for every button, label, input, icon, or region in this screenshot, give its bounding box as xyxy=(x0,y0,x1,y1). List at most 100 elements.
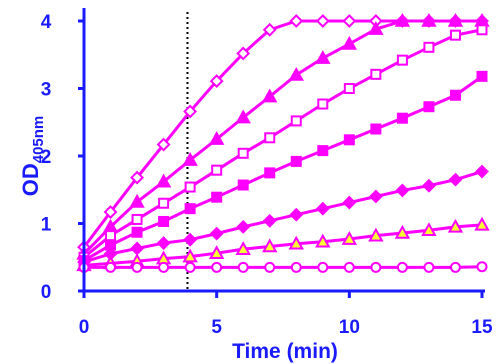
data-point xyxy=(423,101,435,113)
data-point xyxy=(368,189,383,204)
data-point xyxy=(475,164,489,179)
data-point xyxy=(317,145,329,157)
data-point xyxy=(290,155,302,167)
data-point xyxy=(315,201,330,216)
data-point xyxy=(289,14,304,28)
data-point xyxy=(156,137,171,152)
ticks-layer: 0 1 2 3 4 0 5 10 15 xyxy=(41,12,493,338)
data-point xyxy=(447,218,464,233)
data-point xyxy=(103,205,118,219)
data-point xyxy=(264,261,276,273)
data-point xyxy=(158,261,170,273)
data-point xyxy=(342,14,357,28)
data-point xyxy=(262,213,277,228)
data-point xyxy=(288,66,304,81)
y-tick-label: 0 xyxy=(41,282,52,303)
data-point xyxy=(448,172,463,187)
data-point xyxy=(235,241,251,255)
data-point xyxy=(236,46,251,61)
data-point xyxy=(158,215,170,227)
x-tick-label: 0 xyxy=(79,317,90,338)
y-axis-label-main: OD xyxy=(18,163,43,196)
data-point xyxy=(237,179,249,191)
series-line xyxy=(84,265,483,269)
data-point xyxy=(184,261,196,273)
data-point xyxy=(421,12,437,27)
data-point xyxy=(211,261,223,273)
data-point xyxy=(236,219,251,234)
data-point xyxy=(342,195,357,210)
data-point xyxy=(155,173,172,188)
series-4 xyxy=(78,70,488,267)
data-point xyxy=(341,35,358,50)
data-point xyxy=(262,88,278,103)
x-axis-label: Time (min) xyxy=(232,340,338,363)
data-point xyxy=(370,68,382,80)
data-point xyxy=(394,224,411,239)
data-point xyxy=(131,261,143,273)
data-point xyxy=(235,109,251,124)
series-line xyxy=(83,223,483,267)
data-point xyxy=(105,230,117,242)
data-point xyxy=(129,193,145,208)
data-point xyxy=(370,123,382,135)
data-point xyxy=(396,54,408,66)
data-point xyxy=(264,132,276,144)
data-point xyxy=(368,227,384,242)
series-layer xyxy=(76,12,490,273)
data-point xyxy=(315,50,331,64)
data-point xyxy=(343,83,355,94)
series-line xyxy=(83,170,483,264)
data-point xyxy=(343,261,355,273)
data-point xyxy=(182,248,198,263)
data-point xyxy=(184,203,196,215)
x-tick-label: 5 xyxy=(211,317,222,338)
y-tick-label: 4 xyxy=(41,12,52,33)
data-point xyxy=(370,261,382,273)
data-point xyxy=(237,261,249,273)
data-point xyxy=(288,235,304,250)
y-axis-label: OD405nm xyxy=(18,116,47,197)
data-point xyxy=(130,170,144,185)
data-point xyxy=(158,197,170,209)
data-point xyxy=(474,216,490,231)
data-point xyxy=(237,147,249,159)
data-point xyxy=(184,181,196,193)
y-tick-label: 3 xyxy=(41,80,52,101)
x-tick-label: 10 xyxy=(339,317,360,338)
data-point xyxy=(343,134,355,146)
data-point xyxy=(208,131,225,145)
data-point xyxy=(262,238,278,253)
data-point xyxy=(423,41,435,53)
data-point xyxy=(396,261,408,273)
data-point xyxy=(182,151,198,166)
data-point xyxy=(131,213,143,225)
data-point xyxy=(395,183,410,198)
data-point xyxy=(449,89,461,101)
data-point xyxy=(183,232,198,247)
data-point xyxy=(105,261,117,273)
data-point xyxy=(447,12,464,27)
data-point xyxy=(209,226,224,241)
data-point xyxy=(211,191,223,203)
data-point xyxy=(421,222,437,237)
y-axis-label-subscript: 405nm xyxy=(30,116,47,164)
data-point xyxy=(368,21,384,35)
data-point xyxy=(476,24,488,36)
data-point xyxy=(264,167,276,179)
series-line xyxy=(83,75,483,262)
data-point xyxy=(317,261,329,273)
data-point xyxy=(183,104,198,119)
data-point xyxy=(396,112,408,124)
data-point xyxy=(476,261,488,273)
data-point xyxy=(341,230,358,245)
series-3 xyxy=(78,24,488,263)
series-line xyxy=(82,19,482,255)
x-tick-label: 15 xyxy=(471,317,493,338)
data-point xyxy=(208,245,225,259)
series-7 xyxy=(78,261,488,273)
data-point xyxy=(449,261,461,273)
data-point xyxy=(156,236,171,250)
data-point xyxy=(289,207,304,222)
